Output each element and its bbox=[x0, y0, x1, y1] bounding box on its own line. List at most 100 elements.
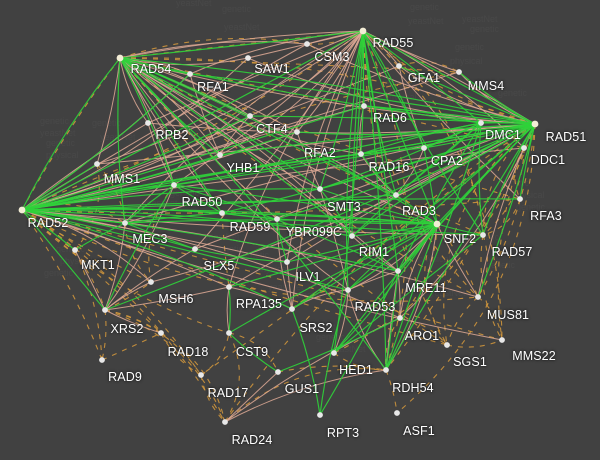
graph-node-mec3[interactable] bbox=[122, 220, 128, 226]
graph-node-mms22[interactable] bbox=[499, 337, 505, 343]
nodes-layer[interactable] bbox=[18, 27, 539, 425]
edge-genetic bbox=[101, 332, 162, 361]
graph-node-yhb1[interactable] bbox=[217, 152, 223, 158]
graph-node-xrs2[interactable] bbox=[102, 307, 108, 313]
edge-yeastnet bbox=[319, 30, 364, 190]
graph-node-rfa2[interactable] bbox=[294, 129, 300, 135]
edge-genetic bbox=[104, 309, 162, 334]
graph-node-gfa1[interactable] bbox=[396, 63, 402, 69]
node-label-gus1: GUS1 bbox=[284, 382, 320, 396]
watermark-text: yeastNet bbox=[430, 288, 466, 298]
graph-node-csm3[interactable] bbox=[304, 41, 310, 47]
edge-genetic bbox=[104, 309, 202, 376]
watermark-text: genetic bbox=[292, 290, 322, 300]
edge-genetic bbox=[396, 123, 536, 414]
graph-node-asf1[interactable] bbox=[394, 410, 400, 416]
edge-physical bbox=[21, 209, 230, 288]
edge-genetic bbox=[21, 209, 202, 376]
graph-node-mre11[interactable] bbox=[395, 268, 401, 274]
graph-node-rpb2[interactable] bbox=[145, 120, 151, 126]
edge-yeastnet bbox=[249, 115, 536, 125]
edge-genetic bbox=[119, 57, 460, 73]
node-label-rfa3: RFA3 bbox=[530, 209, 562, 223]
graph-node-rad57[interactable] bbox=[480, 232, 486, 238]
graph-node-rad52[interactable] bbox=[18, 206, 26, 214]
edge-genetic bbox=[446, 339, 503, 348]
graph-node-srs2[interactable] bbox=[289, 306, 295, 312]
graph-node-ddc1[interactable] bbox=[521, 145, 527, 151]
graph-node-rad16[interactable] bbox=[358, 151, 364, 157]
graph-node-snf2[interactable] bbox=[433, 220, 441, 228]
edge-genetic bbox=[200, 374, 226, 423]
graph-node-saw1[interactable] bbox=[245, 55, 251, 61]
node-label-rpb2: RPB2 bbox=[155, 128, 189, 142]
graph-node-mus81[interactable] bbox=[475, 294, 481, 300]
graph-node-rad18[interactable] bbox=[158, 330, 164, 336]
watermark-text: yeastNet bbox=[204, 232, 240, 242]
graph-node-rim1[interactable] bbox=[349, 233, 355, 239]
edge-physical bbox=[119, 30, 364, 59]
graph-node-rad55[interactable] bbox=[359, 27, 367, 35]
node-label-rad55: RAD55 bbox=[372, 36, 414, 50]
edge-yeastnet bbox=[119, 57, 321, 190]
graph-node-rad54[interactable] bbox=[116, 54, 124, 62]
edge-genetic bbox=[306, 30, 364, 45]
graph-node-rad3[interactable] bbox=[393, 192, 399, 198]
edge-yeastnet bbox=[219, 123, 536, 156]
graph-node-cst9[interactable] bbox=[226, 330, 232, 336]
graph-node-smt3[interactable] bbox=[317, 186, 323, 192]
graph-node-rad53[interactable] bbox=[345, 287, 351, 293]
edge-genetic bbox=[119, 37, 308, 59]
edge-yeastnet bbox=[173, 123, 536, 186]
graph-node-rpa135[interactable] bbox=[226, 284, 232, 290]
graph-node-rfa3[interactable] bbox=[517, 196, 523, 202]
graph-node-rad6[interactable] bbox=[361, 103, 367, 109]
graph-node-rad51[interactable] bbox=[531, 120, 539, 128]
edge-yeastnet bbox=[291, 123, 536, 310]
graph-node-msh6[interactable] bbox=[148, 279, 154, 285]
node-label-mec3: MEC3 bbox=[132, 232, 168, 246]
graph-node-aro1[interactable] bbox=[397, 315, 403, 321]
graph-node-rad9[interactable] bbox=[99, 357, 105, 363]
graph-node-mms4[interactable] bbox=[456, 69, 462, 75]
node-label-rdh54: RDH54 bbox=[392, 381, 434, 395]
graph-node-mkt1[interactable] bbox=[72, 247, 78, 253]
graph-node-rad17[interactable] bbox=[198, 372, 204, 378]
edge-yeastnet bbox=[74, 222, 126, 251]
graph-node-hed1[interactable] bbox=[331, 350, 337, 356]
edge-yeastnet bbox=[228, 223, 438, 334]
graph-node-rfa1[interactable] bbox=[187, 71, 193, 77]
watermark-text: physical bbox=[256, 264, 289, 274]
edge-yeastnet bbox=[173, 184, 223, 214]
graph-node-gus1[interactable] bbox=[275, 369, 281, 375]
edge-yeastnet bbox=[333, 123, 536, 354]
watermark-text: yeastNet bbox=[224, 22, 260, 32]
graph-node-ctf4[interactable] bbox=[247, 113, 253, 119]
node-label-rad6: RAD6 bbox=[373, 111, 407, 125]
graph-node-ilv1[interactable] bbox=[284, 259, 290, 265]
edge-genetic bbox=[480, 234, 503, 341]
watermark-text: yeastNet bbox=[372, 298, 408, 308]
graph-node-rad24[interactable] bbox=[222, 419, 228, 425]
edge-physical bbox=[96, 123, 536, 165]
graph-node-slx5[interactable] bbox=[192, 246, 198, 252]
graph-node-mms1[interactable] bbox=[94, 161, 100, 167]
graph-node-rpt3[interactable] bbox=[317, 412, 323, 418]
graph-node-ybr099c[interactable] bbox=[274, 216, 280, 222]
edge-yeastnet bbox=[362, 30, 399, 272]
graph-node-sgs1[interactable] bbox=[444, 342, 450, 348]
node-label-ybr099c: YBR099C bbox=[285, 225, 343, 239]
graph-node-rad50[interactable] bbox=[171, 182, 177, 188]
graph-node-cpa2[interactable] bbox=[421, 145, 427, 151]
node-label-mre11: MRE11 bbox=[405, 281, 447, 295]
node-label-hed1: HED1 bbox=[339, 363, 373, 377]
graph-node-dmc1[interactable] bbox=[478, 120, 484, 126]
node-label-rad52: RAD52 bbox=[27, 216, 69, 230]
graph-node-rdh54[interactable] bbox=[383, 367, 389, 373]
edge-physical bbox=[104, 286, 230, 311]
edge-physical bbox=[173, 30, 364, 186]
edge-yeastnet bbox=[319, 188, 353, 237]
graph-node-rad59[interactable] bbox=[219, 210, 225, 216]
edge-yeastnet bbox=[21, 188, 321, 211]
